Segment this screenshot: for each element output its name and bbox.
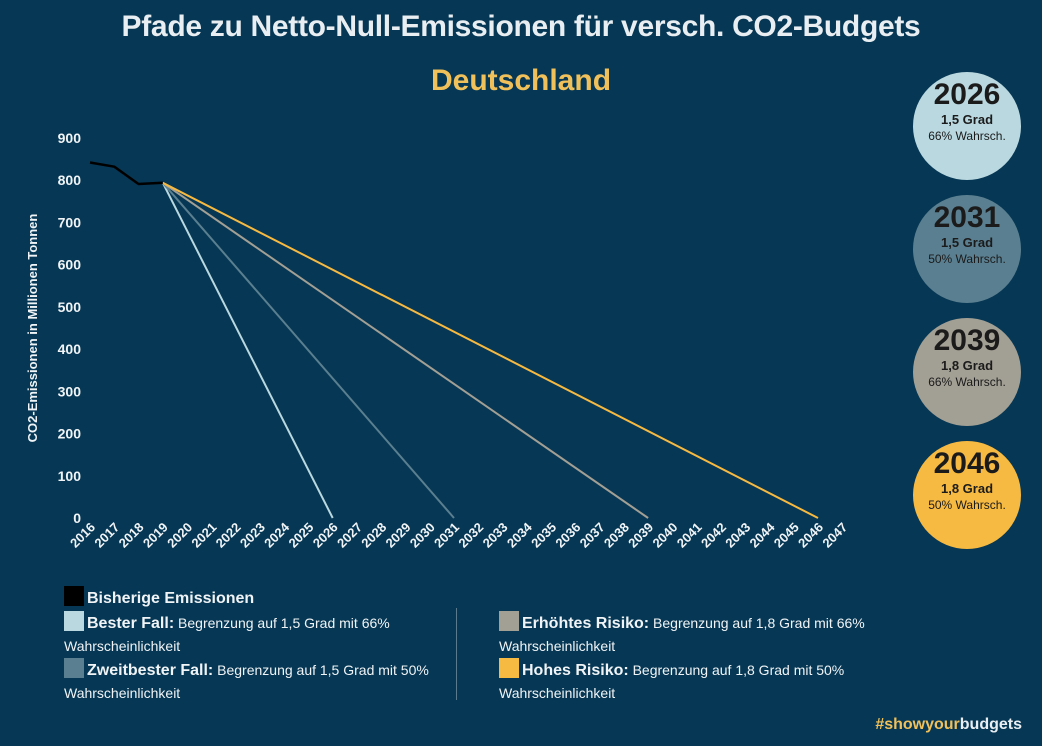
x-tick-label: 2041 (674, 520, 705, 551)
circle-degree: 1,8 Grad (940, 358, 994, 373)
circle-probability: 50% Wahrsch. (928, 498, 1006, 512)
y-tick-label: 900 (58, 130, 82, 146)
x-tick-label: 2039 (625, 520, 656, 551)
x-tick-label: 2021 (188, 520, 219, 551)
x-tick-label: 2034 (504, 519, 536, 551)
x-tick-label: 2022 (213, 520, 244, 551)
y-tick-label: 200 (58, 426, 82, 442)
legend-text: Begrenzung auf 1,5 Grad mit 50% (217, 662, 429, 678)
y-tick-label: 400 (58, 341, 82, 357)
x-tick-label: 2044 (747, 519, 779, 551)
budget-circle-2026: 2026 1,5 Grad 66% Wahrsch. (913, 72, 1021, 180)
legend-text2: Wahrscheinlichkeit (499, 638, 616, 654)
x-tick-label: 2035 (528, 520, 559, 551)
chart-title: Pfade zu Netto-Null-Emissionen für versc… (121, 10, 921, 43)
legend-historic: Bisherige Emissionen (64, 586, 254, 610)
x-tick-label: 2043 (722, 520, 753, 551)
series-line-bester-fall (161, 182, 334, 519)
x-tick-label: 2036 (552, 520, 583, 551)
hashtag-part-2: budgets (959, 716, 1022, 733)
x-tick-label: 2033 (480, 520, 511, 551)
x-tick-label: 2018 (116, 520, 147, 551)
x-tick-label: 2016 (67, 520, 98, 551)
x-tick-label: 2040 (649, 520, 680, 551)
chart-subtitle: Deutschland (430, 64, 612, 97)
circle-year: 2026 (933, 78, 1001, 111)
x-tick-label: 2017 (91, 520, 122, 551)
legend-item-hohes-risiko: Hohes Risiko: Begrenzung auf 1,8 Grad mi… (499, 658, 899, 704)
x-tick-label: 2046 (795, 520, 826, 551)
legend-text2: Wahrscheinlichkeit (499, 685, 616, 701)
x-tick-label: 2042 (698, 520, 729, 551)
series-lines (89, 161, 819, 519)
x-tick-label: 2019 (140, 520, 171, 551)
budget-circle-2039: 2039 1,8 Grad 66% Wahrsch. (913, 318, 1021, 426)
y-tick-label: 100 (58, 468, 82, 484)
circle-degree: 1,8 Grad (940, 481, 994, 496)
legend-text: Begrenzung auf 1,8 Grad mit 66% (653, 615, 865, 631)
y-tick-label: 0 (73, 510, 81, 526)
x-tick-label: 2024 (261, 519, 293, 551)
circle-degree: 1,5 Grad (940, 235, 994, 250)
x-tick-label: 2027 (334, 520, 365, 551)
legend-item-bester-fall: Bester Fall: Begrenzung auf 1,5 Grad mit… (64, 611, 454, 657)
y-tick-label: 800 (58, 172, 82, 188)
hashtag: #showyourbudgets (875, 716, 1022, 734)
y-tick-label: 700 (58, 214, 82, 230)
legend-title: Bester Fall: (87, 615, 175, 632)
budget-circle-2046: 2046 1,8 Grad 50% Wahrsch. (913, 441, 1021, 549)
hashtag-part-1: #showyour (875, 716, 960, 733)
x-tick-label: 2032 (455, 520, 486, 551)
legend-label: Bisherige Emissionen (87, 590, 255, 607)
series-line-bisherige-emissionen (89, 161, 163, 186)
x-tick-label: 2031 (431, 520, 462, 551)
y-tick-label: 500 (58, 299, 82, 315)
circle-year: 2031 (933, 201, 1001, 234)
x-tick-label: 2038 (601, 520, 632, 551)
legend-text: Begrenzung auf 1,8 Grad mit 50% (632, 662, 845, 678)
x-tick-label: 2045 (771, 520, 802, 551)
x-tick-label: 2023 (237, 520, 268, 551)
series-line-zweitbester-fall (162, 182, 455, 519)
legend-title: Erhöhtes Risiko: (522, 615, 650, 632)
legend-text: Begrenzung auf 1,5 Grad mit 66% (178, 615, 390, 631)
legend-swatch (64, 611, 84, 631)
legend-divider (456, 608, 457, 700)
legend-title: Hohes Risiko: (522, 662, 629, 679)
circle-degree: 1,5 Grad (940, 112, 994, 127)
x-tick-label: 2025 (285, 520, 316, 551)
circle-probability: 66% Wahrsch. (928, 375, 1006, 389)
x-tick-label: 2028 (358, 520, 389, 551)
legend-item-zweitbester-fall: Zweitbester Fall: Begrenzung auf 1,5 Gra… (64, 658, 454, 704)
legend-text2: Wahrscheinlichkeit (64, 685, 181, 701)
x-tick-label: 2026 (310, 520, 341, 551)
x-axis-ticks: 2016201720182019202020212022202320242025… (67, 519, 850, 551)
circle-probability: 50% Wahrsch. (928, 252, 1006, 266)
legend-swatch-historic (64, 586, 84, 606)
circle-probability: 66% Wahrsch. (928, 129, 1006, 143)
legend-text2: Wahrscheinlichkeit (64, 638, 181, 654)
series-line-erhöhtes-risiko (162, 181, 649, 519)
legend-swatch (499, 611, 519, 631)
x-tick-label: 2030 (407, 520, 438, 551)
legend-swatch (64, 658, 84, 678)
x-tick-label: 2037 (577, 520, 608, 551)
y-tick-label: 600 (58, 257, 82, 273)
series-line-hohes-risiko (162, 181, 819, 519)
legend-title: Zweitbester Fall: (87, 662, 214, 679)
y-axis-label: CO2-Emissionen in Millionen Tonnen (25, 214, 40, 443)
circle-year: 2039 (933, 324, 1001, 357)
x-tick-label: 2020 (164, 520, 195, 551)
legend-item-erhoehtes-risiko: Erhöhtes Risiko: Begrenzung auf 1,8 Grad… (499, 611, 899, 657)
circle-year: 2046 (933, 447, 1001, 480)
legend-swatch (499, 658, 519, 678)
x-tick-label: 2029 (383, 520, 414, 551)
x-tick-label: 2047 (819, 520, 850, 551)
budget-circle-2031: 2031 1,5 Grad 50% Wahrsch. (913, 195, 1021, 303)
y-axis-ticks: 0 100 200 300 400 500 600 700 800 900 (58, 130, 82, 526)
y-tick-label: 300 (58, 383, 82, 399)
